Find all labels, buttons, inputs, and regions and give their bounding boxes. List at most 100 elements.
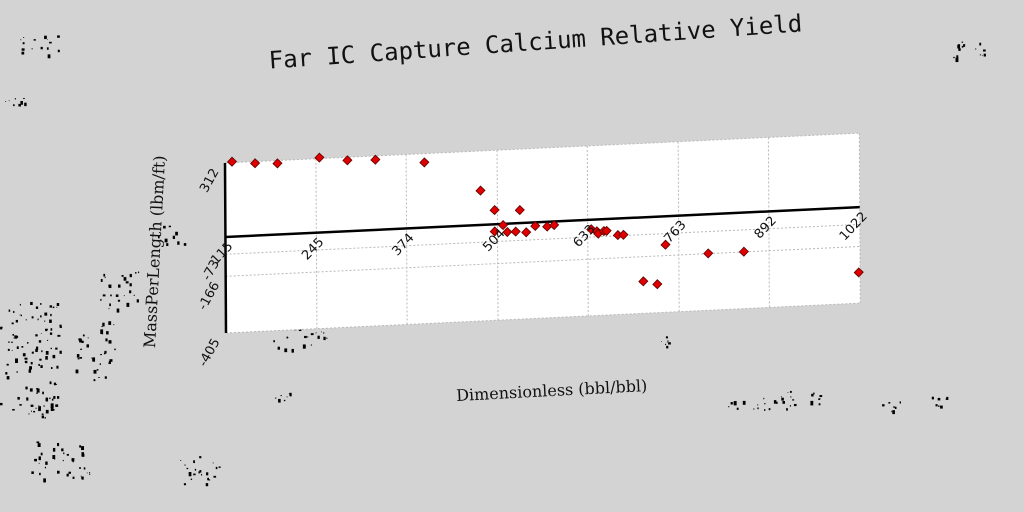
speckle xyxy=(40,365,43,368)
speckle xyxy=(72,460,74,463)
speckle xyxy=(813,392,815,395)
speckle xyxy=(26,397,29,401)
data-point xyxy=(510,226,521,237)
speckle xyxy=(36,388,39,390)
speckle xyxy=(49,305,53,308)
y-axis-line xyxy=(223,162,228,334)
data-point xyxy=(601,225,612,236)
data-point xyxy=(660,239,671,250)
speckle xyxy=(46,339,49,341)
speckle xyxy=(96,369,99,371)
speckle xyxy=(12,334,15,336)
speckle xyxy=(52,409,55,411)
speckle xyxy=(789,405,791,407)
speckle xyxy=(6,363,9,366)
speckle xyxy=(14,335,18,339)
grid-line-y xyxy=(226,302,861,334)
speckle xyxy=(975,48,977,50)
speckle xyxy=(289,392,292,397)
speckle xyxy=(80,348,83,350)
speckle xyxy=(38,405,40,407)
speckle xyxy=(108,308,110,310)
speckle xyxy=(44,466,47,469)
speckle xyxy=(108,340,112,344)
speckle xyxy=(35,306,39,309)
speckle xyxy=(742,400,746,405)
speckle xyxy=(792,399,795,401)
speckle xyxy=(882,404,885,407)
speckle xyxy=(116,308,120,313)
speckle xyxy=(53,396,56,399)
data-point xyxy=(514,205,525,216)
speckle xyxy=(957,44,961,49)
speckle xyxy=(36,392,38,394)
speckle xyxy=(100,354,102,356)
speckle xyxy=(115,294,119,297)
speckle xyxy=(213,475,217,478)
speckle xyxy=(40,315,42,318)
speckle xyxy=(45,356,48,360)
speckle xyxy=(93,379,96,382)
speckle xyxy=(92,357,96,362)
data-point xyxy=(250,158,261,169)
speckle xyxy=(163,225,166,229)
speckle xyxy=(77,358,80,360)
plot-area-group: 115 245 374 504 633 763 892 1022 312-73-166-405 xyxy=(196,132,871,369)
speckle xyxy=(72,476,75,479)
speckle xyxy=(199,456,202,459)
speckle xyxy=(773,400,777,404)
speckle xyxy=(19,404,22,406)
speckle xyxy=(8,341,10,343)
speckle xyxy=(668,342,671,345)
speckle xyxy=(893,406,895,408)
speckle xyxy=(20,39,22,41)
speckle xyxy=(317,335,320,339)
speckle xyxy=(304,335,307,339)
speckle xyxy=(11,349,13,351)
speckle xyxy=(955,57,959,63)
speckle xyxy=(76,354,80,358)
speckle xyxy=(286,336,288,339)
y-axis-label: MassPerLength (lbm/ft) xyxy=(140,155,169,348)
speckle xyxy=(183,483,187,486)
speckle xyxy=(30,404,34,407)
speckle xyxy=(184,464,186,466)
data-point xyxy=(521,227,532,238)
speckle xyxy=(786,408,788,411)
speckle xyxy=(5,100,7,102)
speckle xyxy=(75,369,79,374)
speckle xyxy=(43,478,46,483)
speckle xyxy=(55,383,57,385)
speckle xyxy=(953,56,955,59)
speckle xyxy=(50,403,54,409)
speckle xyxy=(961,45,964,48)
speckle xyxy=(104,376,107,379)
speckle xyxy=(41,350,43,353)
speckle xyxy=(25,319,27,321)
speckle xyxy=(52,455,56,459)
speckle xyxy=(310,333,314,336)
data-point xyxy=(549,219,560,231)
speckle xyxy=(24,357,28,360)
speckle xyxy=(57,49,60,53)
speckle xyxy=(155,235,156,237)
speckle xyxy=(168,225,171,228)
speckle xyxy=(13,310,15,313)
speckle xyxy=(193,473,196,476)
speckle xyxy=(133,294,135,296)
speckle xyxy=(50,328,53,331)
speckle xyxy=(961,41,964,43)
speckle xyxy=(323,336,326,341)
plot-area xyxy=(225,133,861,333)
speckle xyxy=(31,351,34,354)
speckle xyxy=(667,340,669,342)
speckle xyxy=(8,100,10,102)
speckle xyxy=(30,410,32,412)
speckle xyxy=(113,324,115,326)
speckle xyxy=(190,478,193,480)
speckle xyxy=(781,397,784,401)
speckle xyxy=(198,471,200,474)
speckle xyxy=(52,447,56,452)
speckle xyxy=(59,350,62,354)
